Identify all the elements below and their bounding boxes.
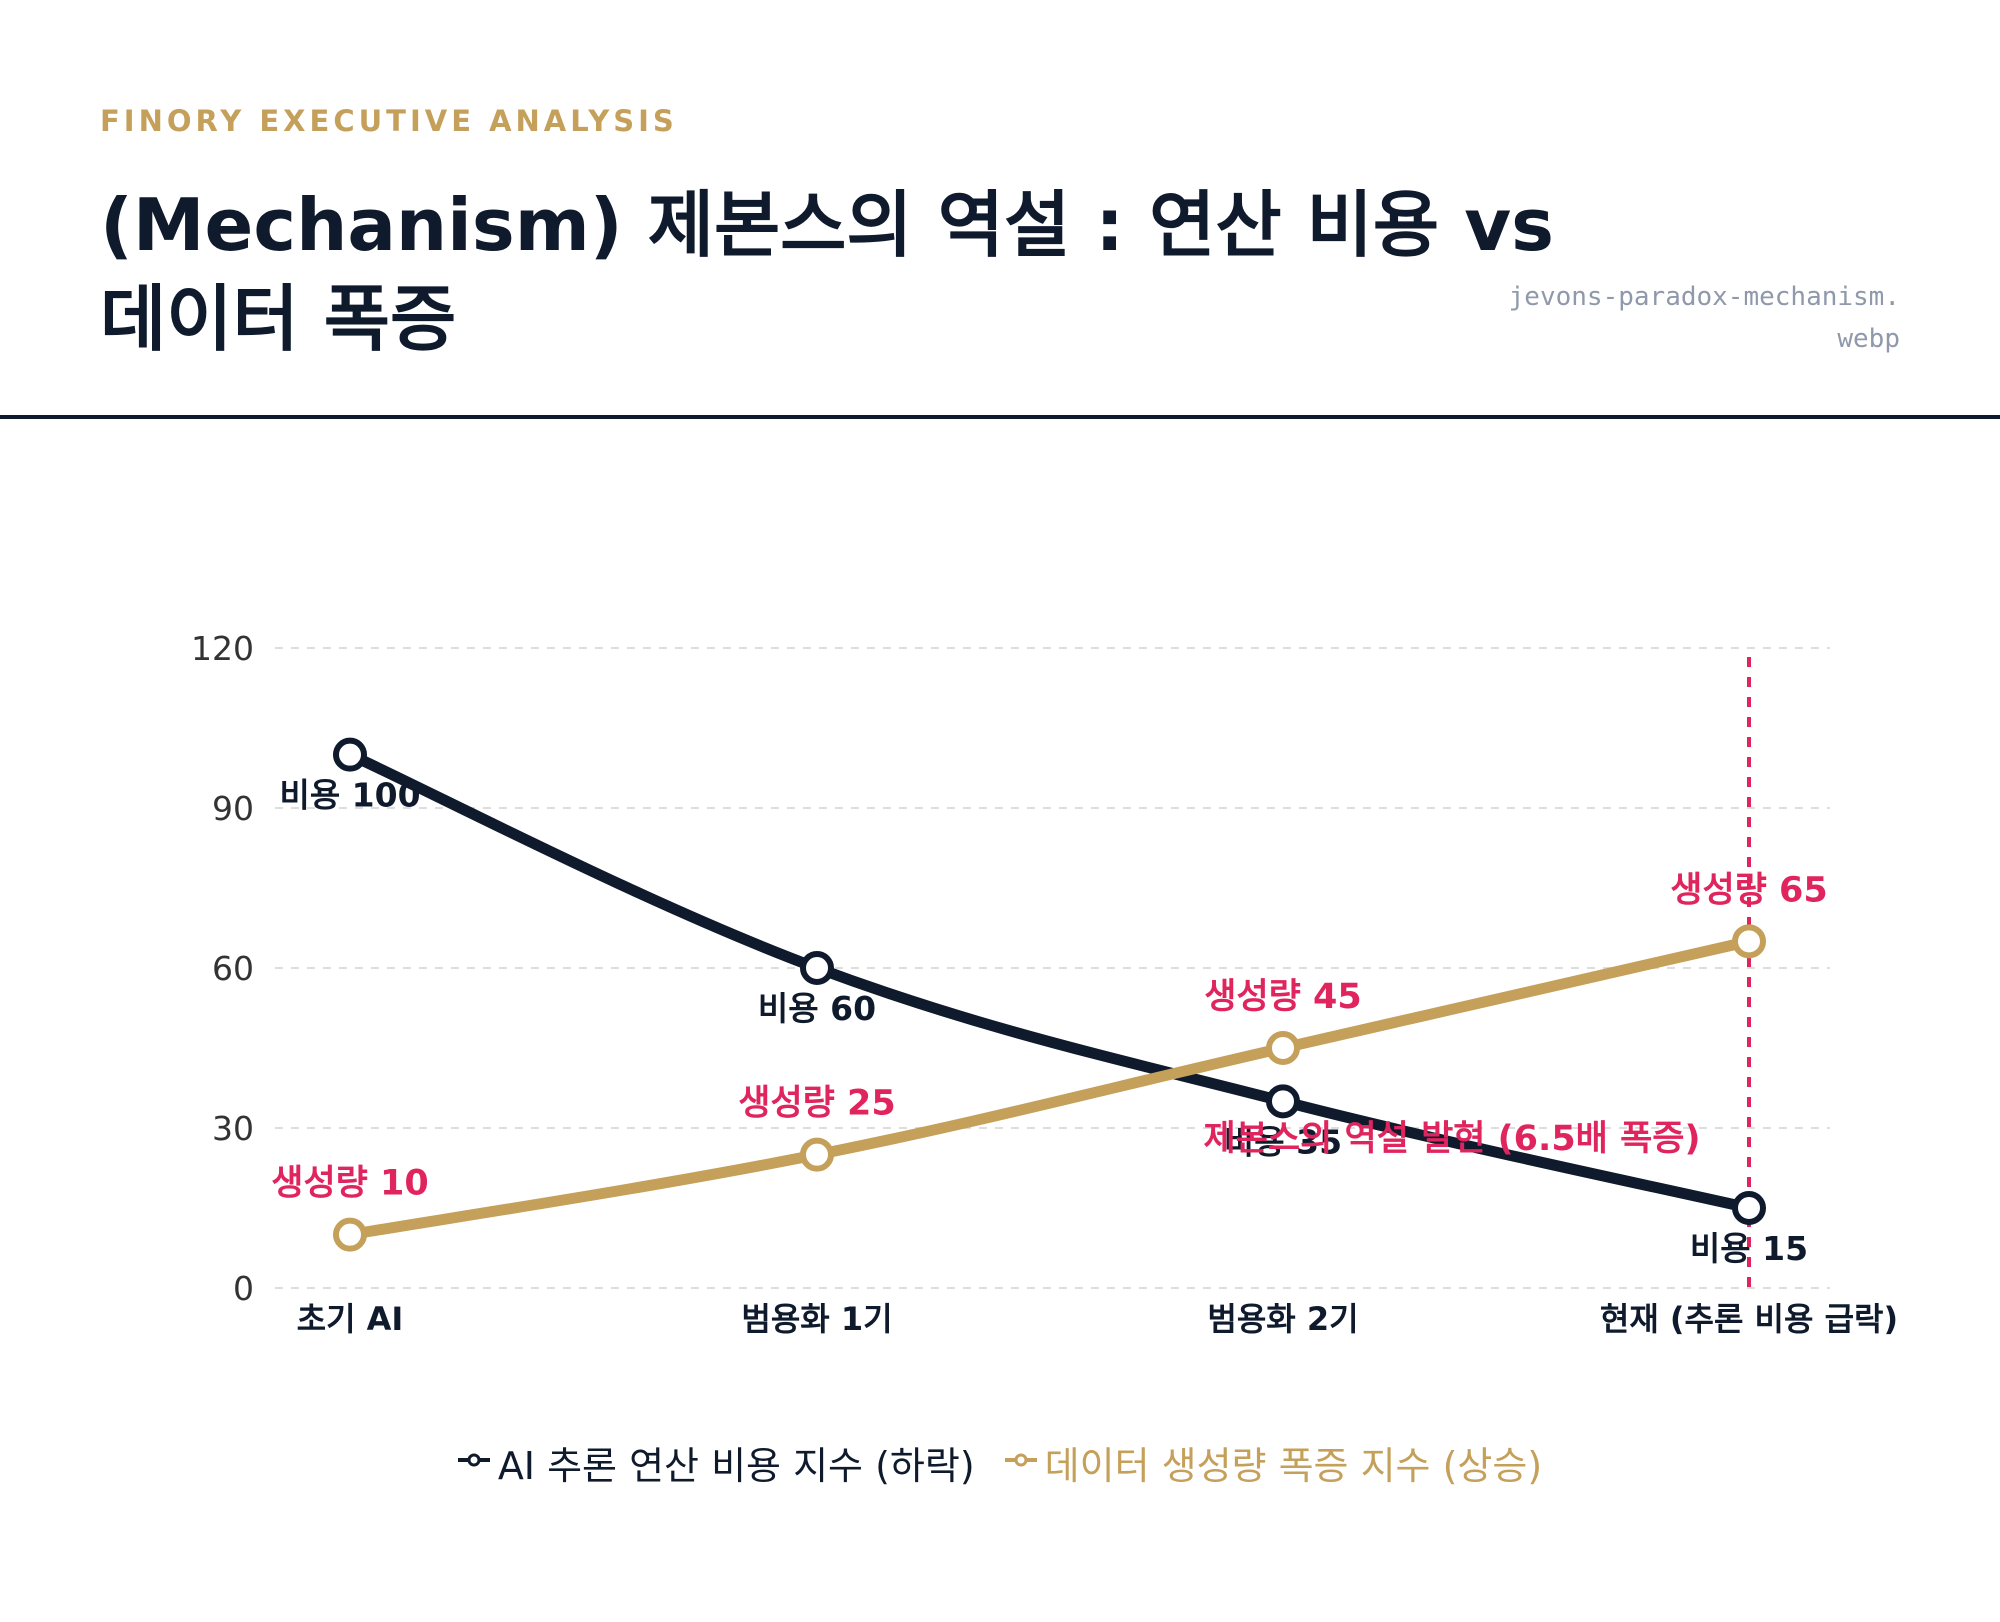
- x-axis-ticks: 초기 AI 범용화 1기 범용화 2기 현재 (추론 비용 급락): [297, 1300, 1898, 1338]
- y-tick-label: 0: [233, 1269, 254, 1308]
- filename-label: jevons-paradox-mechanism.webp: [1508, 282, 1900, 354]
- data-label-data: 생성량 10: [271, 1164, 429, 1204]
- y-tick-label: 90: [212, 789, 254, 828]
- data-labels: 비용 100 비용 60 비용 35 비용 15 생성량 10 생성량 25 생성량 45 생…: [271, 776, 1828, 1268]
- data-label-cost: 비용 60: [758, 989, 876, 1028]
- x-tick-label: 초기 AI: [297, 1300, 404, 1338]
- data-label-cost: 비용 15: [1690, 1229, 1808, 1268]
- data-point-data: [1732, 924, 1766, 959]
- x-tick-label: 범용화 2기: [1207, 1300, 1358, 1338]
- legend-swatch-cost: [457, 1453, 490, 1467]
- data-label-data: 생성량 25: [738, 1084, 896, 1124]
- y-axis-ticks: 0 30 60 90 120: [191, 629, 254, 1308]
- x-tick-label: 현재 (추론 비용 급락): [1600, 1300, 1898, 1338]
- grid-lines: [275, 647, 1830, 1289]
- data-label-cost: 비용 35: [1224, 1122, 1342, 1161]
- y-tick-label: 30: [212, 1109, 254, 1148]
- annotation-text: 제본스의 역설 발현 (6.5배 폭증): [1204, 1119, 1701, 1159]
- legend-swatch-data: [1004, 1453, 1037, 1467]
- page-title: (Mechanism) 제본스의 역설 : 연산 비용 vs 데이터 폭증: [100, 183, 1555, 361]
- data-point-cost: [1266, 1084, 1300, 1119]
- series-line-data: [344, 935, 1755, 1241]
- legend-item-data[interactable]: 데이터 생성량 폭증 지수 (상승): [1004, 1435, 1543, 1490]
- data-label-data: 생성량 65: [1670, 870, 1828, 910]
- data-point-cost: [1732, 1191, 1766, 1225]
- eyebrow-label: FINORY EXECUTIVE ANALYSIS: [100, 104, 678, 138]
- line-chart: 0 30 60 90 120 초기 AI 범용화 1기 범용화 2기 현재 (추론 비용 급락…: [191, 629, 1898, 1338]
- series-line-cost: [344, 749, 1755, 1214]
- data-point-data: [333, 1217, 367, 1252]
- series-group: [333, 737, 1766, 1252]
- data-point-data: [1266, 1031, 1300, 1065]
- chart-legend: AI 추론 연산 비용 지수 (하락) 데이터 생성량 폭증 지수 (상승): [0, 1432, 2000, 1492]
- data-label-cost: 비용 100: [279, 776, 420, 815]
- data-label-data: 생성량 45: [1204, 977, 1362, 1017]
- header-divider: [0, 415, 2000, 419]
- data-point-cost: [800, 951, 834, 985]
- legend-label-cost: AI 추론 연산 비용 지수 (하락): [497, 1443, 975, 1488]
- y-tick-label: 120: [191, 629, 254, 668]
- data-point-data: [800, 1137, 834, 1172]
- y-tick-label: 60: [212, 949, 254, 988]
- x-tick-label: 범용화 1기: [741, 1300, 892, 1338]
- legend-item-cost[interactable]: AI 추론 연산 비용 지수 (하락): [457, 1435, 975, 1490]
- data-point-cost: [333, 737, 367, 772]
- legend-label-data: 데이터 생성량 폭증 지수 (상승): [1044, 1443, 1543, 1488]
